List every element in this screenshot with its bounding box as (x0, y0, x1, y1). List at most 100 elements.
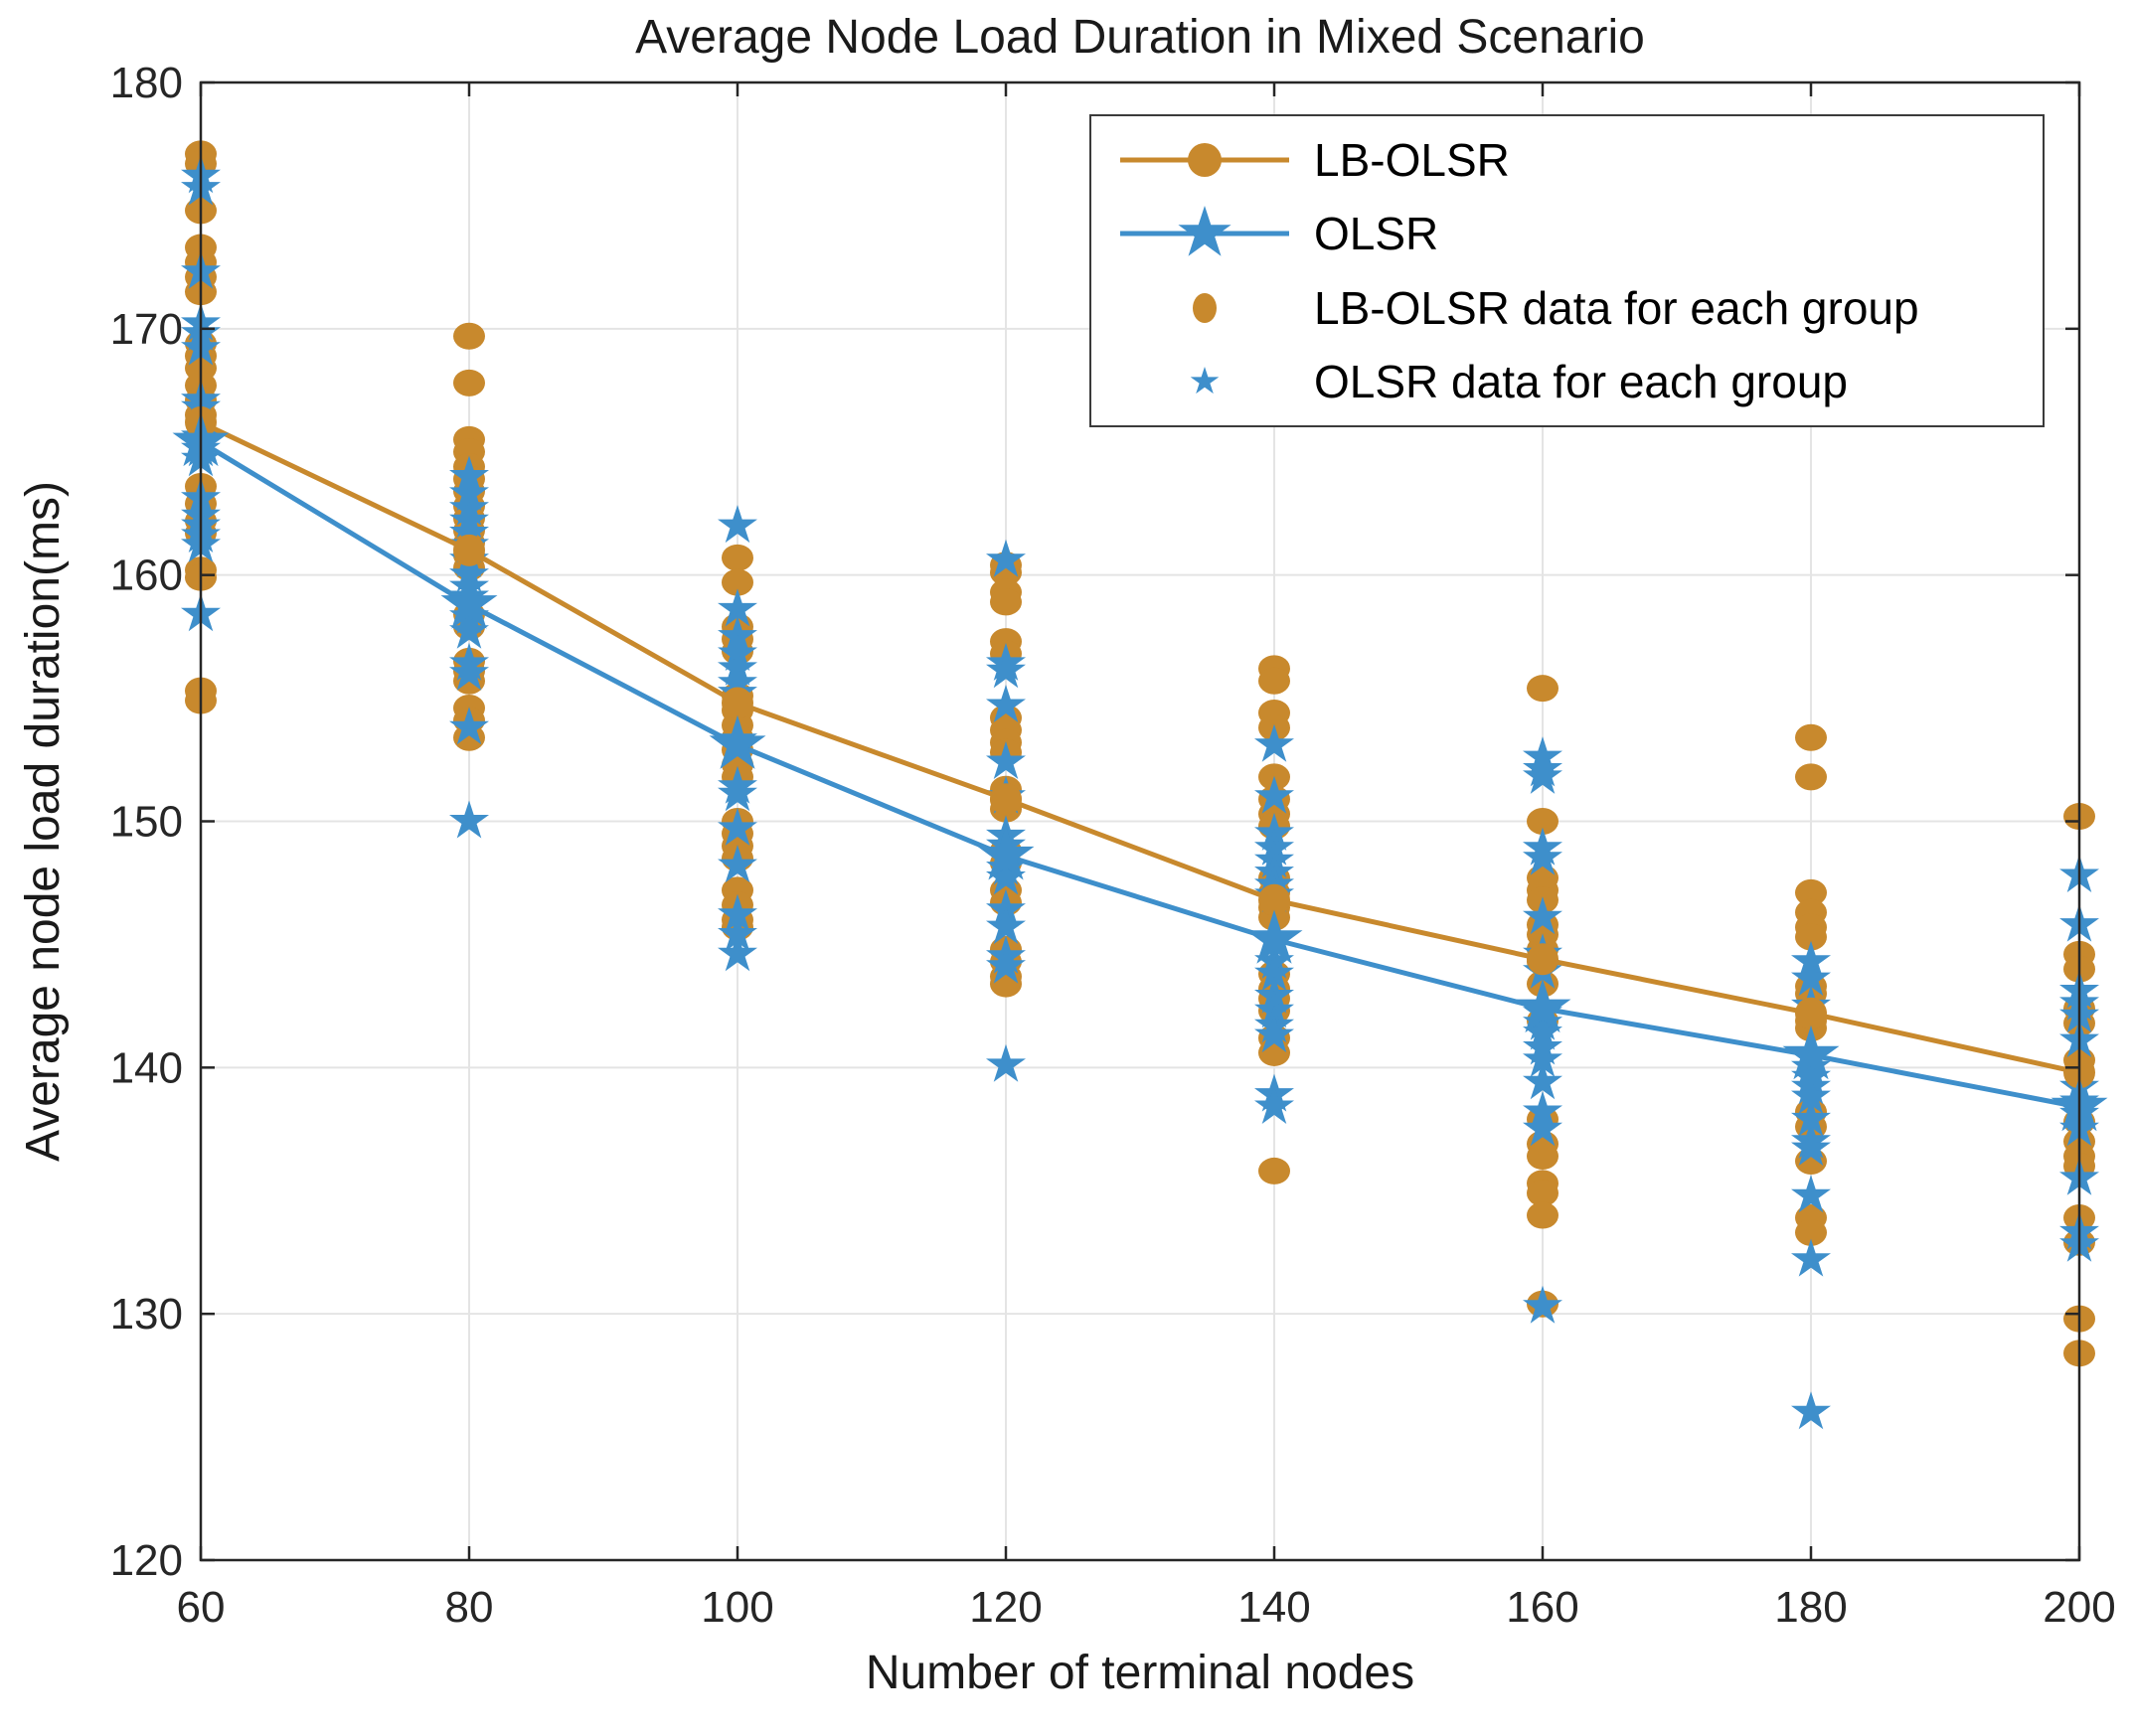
olsr-scatter-point (986, 1043, 1026, 1082)
olsr-line-marker (709, 714, 766, 769)
olsr-scatter-marker-icon (1190, 367, 1220, 395)
x-axis-tick-label: 160 (1506, 1583, 1578, 1632)
olsr-scatter-point (986, 906, 1026, 945)
y-axis-tick-label: 180 (110, 59, 183, 107)
lb-olsr-scatter-point (453, 723, 485, 751)
lb-olsr-line (199, 419, 2080, 1075)
olsr-scatter-point (718, 588, 757, 627)
olsr-scatter-point (449, 800, 489, 839)
olsr-line-marker (1514, 978, 1571, 1033)
legend-star-marker (1178, 206, 1231, 256)
x-axis-tick-label: 120 (969, 1583, 1042, 1632)
lb-olsr-scatter-point (1258, 1157, 1290, 1184)
olsr-scatter-point (986, 945, 1026, 984)
olsr-scatter-point (1791, 1238, 1831, 1277)
lb-olsr-line-marker (453, 534, 485, 566)
olsr-scatter-point (1254, 775, 1294, 814)
x-axis-label: Number of terminal nodes (865, 1647, 1415, 1699)
olsr-scatter-point (449, 610, 489, 649)
olsr-line-marker (977, 826, 1035, 880)
olsr-scatter-point (986, 539, 1026, 577)
lb-olsr-scatter-point (722, 544, 753, 571)
olsr-scatter-point (1254, 1086, 1294, 1124)
olsr-scatter-point (1791, 1076, 1831, 1115)
olsr-scatter-point (449, 707, 489, 745)
olsr-scatter-point (1791, 1098, 1831, 1137)
y-axis-tick-label: 130 (110, 1290, 183, 1339)
olsr-scatter-point (1523, 837, 1562, 875)
y-axis-tick-label: 160 (110, 552, 183, 600)
legend-label-lb-olsr: LB-OLSR (1314, 133, 1510, 186)
lb-olsr-line-marker (722, 687, 753, 719)
olsr-line-marker (440, 574, 498, 629)
legend-label-lb-olsr-data: LB-OLSR data for each group (1314, 281, 1919, 334)
x-axis-tick-label: 60 (177, 1583, 226, 1632)
olsr-scatter-point (1523, 1108, 1562, 1147)
lb-olsr-line-marker (1527, 943, 1559, 976)
lb-olsr-scatter-point (1527, 1201, 1559, 1229)
lb-olsr-scatter-point (453, 369, 485, 396)
y-axis-tick-label: 140 (110, 1043, 183, 1092)
olsr-scatter-point (986, 650, 1026, 689)
olsr-line-marker (1245, 909, 1303, 964)
legend-circle-marker (1188, 142, 1222, 177)
lb-olsr-scatter-point (1527, 1143, 1559, 1171)
lb-olsr-scatter-point (1527, 675, 1559, 703)
olsr-scatter-point (1791, 958, 1831, 997)
olsr-scatter-point (1791, 1128, 1831, 1167)
legend-item-lb-olsr: LB-OLSR (1105, 125, 2043, 195)
legend-small-star-marker (1190, 367, 1220, 395)
x-axis-tick-label: 140 (1237, 1583, 1310, 1632)
lb-olsr-scatter-point (1795, 1218, 1827, 1246)
olsr-scatter-point (1254, 723, 1294, 762)
olsr-scatter-point (1523, 755, 1562, 794)
x-axis-tick-label: 80 (445, 1583, 494, 1632)
olsr-scatter-point (1791, 1175, 1831, 1213)
olsr-scatter-point (1523, 896, 1562, 935)
lb-olsr-scatter-point (1527, 808, 1559, 835)
olsr-scatter-point (1523, 1038, 1562, 1077)
legend-item-olsr: OLSR (1105, 199, 2043, 268)
lb-olsr-scatter-point (722, 568, 753, 596)
lb-olsr-line-marker-icon (1120, 142, 1289, 177)
olsr-scatter-point (718, 893, 757, 932)
lb-olsr-line-marker (990, 783, 1022, 816)
olsr-scatter-point (718, 913, 757, 952)
legend-label-olsr: OLSR (1314, 208, 1439, 260)
olsr-scatter-point (986, 857, 1026, 895)
olsr-scatter-point (1523, 1285, 1562, 1324)
lb-olsr-line-marker (1258, 883, 1290, 916)
lb-olsr-scatter-marker-icon (1193, 292, 1217, 323)
olsr-line (199, 439, 2080, 1110)
lb-olsr-scatter-point (1258, 667, 1290, 695)
olsr-scatter-point (449, 652, 489, 691)
legend: LB-OLSR OLSR LB-OLSR data for each group… (1089, 114, 2045, 427)
olsr-scatter-point (718, 505, 757, 544)
lb-olsr-scatter-point (1795, 723, 1827, 751)
olsr-scatter-point (1523, 1061, 1562, 1100)
lb-olsr-scatter-point (990, 588, 1022, 616)
y-axis-tick-label: 170 (110, 305, 183, 354)
chart-title: Average Node Load Duration in Mixed Scen… (635, 11, 1645, 64)
olsr-scatter-point (718, 773, 757, 812)
olsr-line-marker (1782, 1025, 1840, 1080)
lb-olsr-line-marker (1795, 997, 1827, 1029)
lb-olsr-scatter-point (1795, 878, 1827, 906)
x-axis-tick-label: 180 (1774, 1583, 1847, 1632)
legend-label-olsr-data: OLSR data for each group (1314, 356, 1848, 408)
lb-olsr-scatter-point (453, 322, 485, 350)
x-axis-tick-label: 200 (2043, 1583, 2115, 1632)
lb-olsr-scatter-point (1795, 923, 1827, 951)
x-axis-tick-label: 100 (701, 1583, 773, 1632)
legend-item-lb-olsr-data: LB-OLSR data for each group (1105, 273, 2043, 343)
lb-olsr-scatter-point (1527, 1180, 1559, 1207)
olsr-line-marker-icon (1120, 206, 1289, 256)
lb-olsr-scatter-point (1795, 763, 1827, 791)
y-axis-tick-label: 120 (110, 1536, 183, 1585)
olsr-scatter-point (1254, 953, 1294, 992)
legend-small-circle-marker (1193, 292, 1217, 323)
olsr-scatter-point (718, 807, 757, 846)
olsr-scatter-point (718, 933, 757, 972)
olsr-scatter-point (718, 845, 757, 883)
